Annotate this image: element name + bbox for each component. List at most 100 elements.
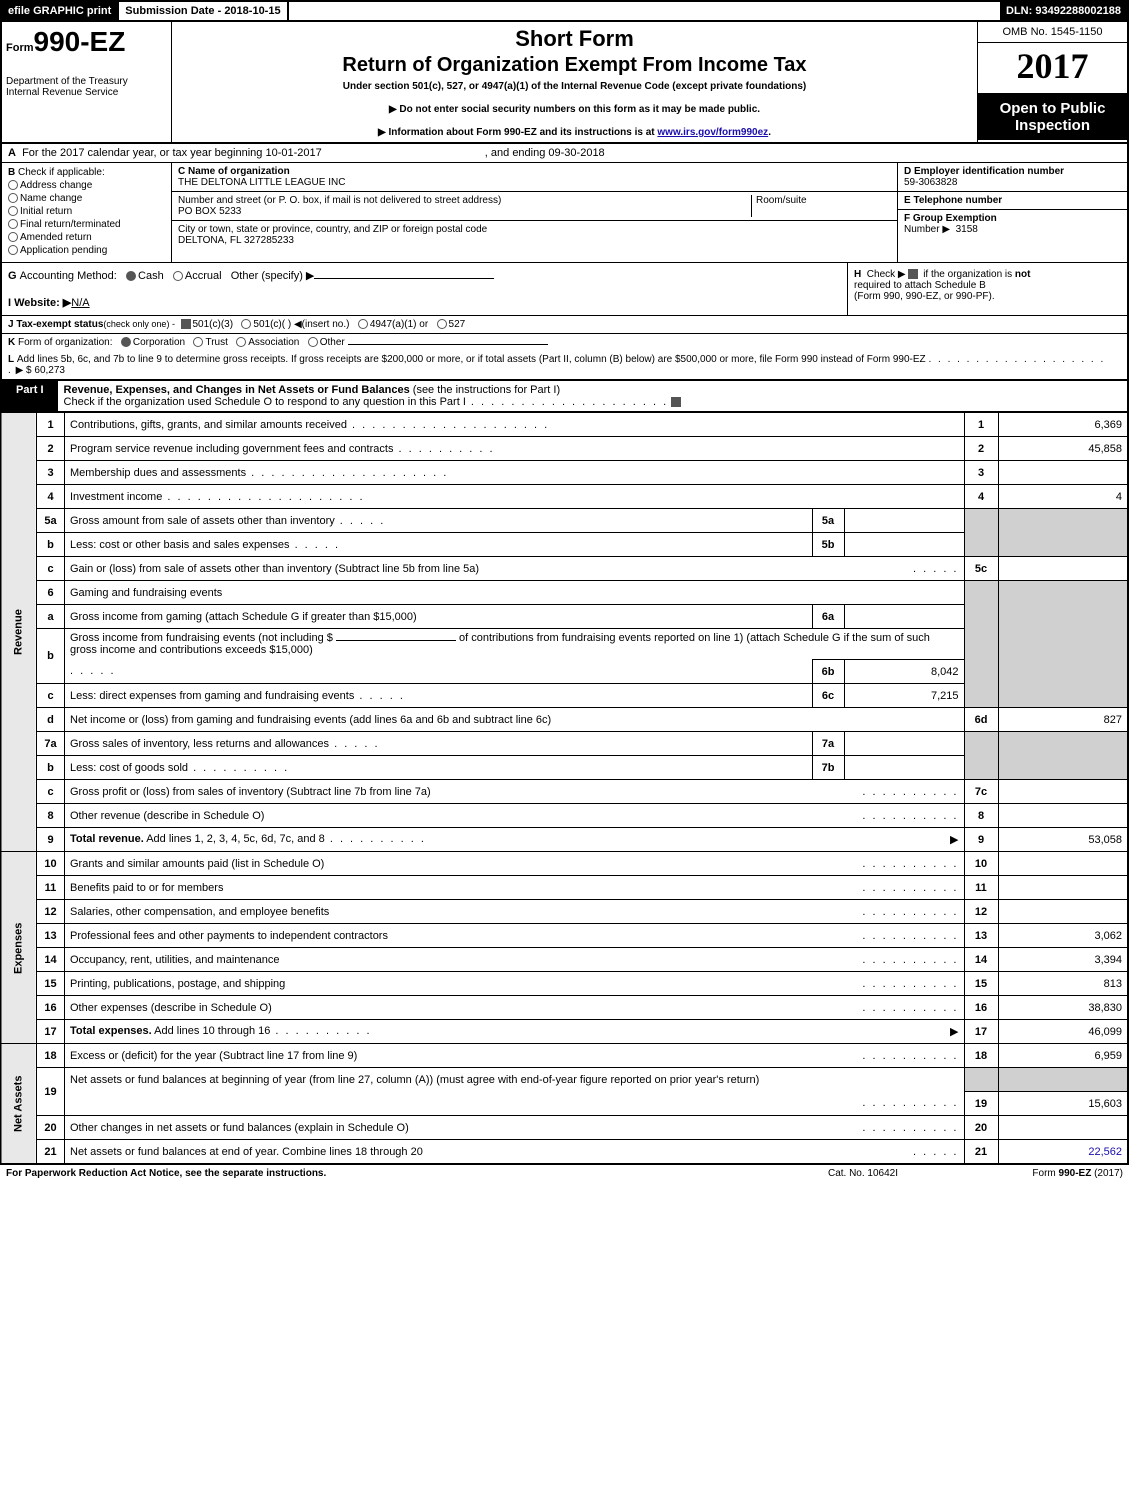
side-expenses: Expenses <box>1 852 37 1044</box>
val-5a <box>844 509 964 533</box>
row-2: 2 Program service revenue including gove… <box>1 437 1128 461</box>
chk-501c3[interactable] <box>181 319 191 329</box>
dept-line-1: Department of the Treasury <box>6 76 167 87</box>
val-18: 6,959 <box>998 1044 1128 1068</box>
row-6c: c Less: direct expenses from gaming and … <box>1 684 1128 708</box>
header-left: Form990-EZ Department of the Treasury In… <box>2 22 172 142</box>
row-6a: a Gross income from gaming (attach Sched… <box>1 605 1128 629</box>
val-1: 6,369 <box>998 413 1128 437</box>
ssn-notice: ▶ Do not enter social security numbers o… <box>180 104 969 115</box>
row-10: Expenses 10 Grants and similar amounts p… <box>1 852 1128 876</box>
chk-schedule-b-not-required[interactable] <box>908 269 918 279</box>
part-1-table: Revenue 1 Contributions, gifts, grants, … <box>0 412 1129 1164</box>
c-column: C Name of organization THE DELTONA LITTL… <box>172 163 897 262</box>
val-7b <box>844 756 964 780</box>
page-footer: For Paperwork Reduction Act Notice, see … <box>0 1164 1129 1182</box>
row-11: 11 Benefits paid to or for members 11 <box>1 876 1128 900</box>
val-6c: 7,215 <box>844 684 964 708</box>
val-6d: 827 <box>998 708 1128 732</box>
val-7a <box>844 732 964 756</box>
chk-name-change[interactable] <box>8 193 18 203</box>
val-14: 3,394 <box>998 948 1128 972</box>
val-2: 45,858 <box>998 437 1128 461</box>
row-5c: c Gain or (loss) from sale of assets oth… <box>1 557 1128 581</box>
ein-value: 59-3063828 <box>904 177 957 188</box>
val-8 <box>998 804 1128 828</box>
org-other[interactable] <box>308 337 318 347</box>
val-16: 38,830 <box>998 996 1128 1020</box>
val-15: 813 <box>998 972 1128 996</box>
chk-schedule-o[interactable] <box>671 397 681 407</box>
irs-link[interactable]: www.irs.gov/form990ez <box>657 127 768 138</box>
row-14: 14 Occupancy, rent, utilities, and maint… <box>1 948 1128 972</box>
street-address: PO BOX 5233 <box>178 206 751 217</box>
tax-year: 2017 <box>978 43 1127 94</box>
line-k: K Form of organization: Corporation Trus… <box>0 334 1129 351</box>
val-19: 15,603 <box>998 1092 1128 1116</box>
row-6d: d Net income or (loss) from gaming and f… <box>1 708 1128 732</box>
gross-receipts: $ 60,273 <box>26 365 65 376</box>
org-association[interactable] <box>236 337 246 347</box>
chk-4947a1[interactable] <box>358 319 368 329</box>
row-15: 15 Printing, publications, postage, and … <box>1 972 1128 996</box>
omb-number: OMB No. 1545-1150 <box>978 22 1127 43</box>
row-7c: c Gross profit or (loss) from sales of i… <box>1 780 1128 804</box>
val-20 <box>998 1116 1128 1140</box>
paperwork-notice: For Paperwork Reduction Act Notice, see … <box>6 1168 763 1179</box>
row-13: 13 Professional fees and other payments … <box>1 924 1128 948</box>
info-link-line: ▶ Information about Form 990-EZ and its … <box>180 127 969 138</box>
chk-final-return[interactable] <box>8 219 18 229</box>
row-17: 17 Total expenses. Add lines 10 through … <box>1 1020 1128 1044</box>
val-10 <box>998 852 1128 876</box>
line-a: A For the 2017 calendar year, or tax yea… <box>0 144 1129 163</box>
val-7c <box>998 780 1128 804</box>
group-exemption-value: 3158 <box>956 224 978 235</box>
chk-address-change[interactable] <box>8 180 18 190</box>
open-to-public: Open to Public Inspection <box>978 94 1127 140</box>
side-revenue: Revenue <box>1 413 37 852</box>
d-column: D Employer identification number 59-3063… <box>897 163 1127 262</box>
row-8: 8 Other revenue (describe in Schedule O)… <box>1 804 1128 828</box>
val-4: 4 <box>998 485 1128 509</box>
val-11 <box>998 876 1128 900</box>
form-number: 990-EZ <box>34 26 126 57</box>
val-12 <box>998 900 1128 924</box>
row-3: 3 Membership dues and assessments 3 <box>1 461 1128 485</box>
chk-initial-return[interactable] <box>8 206 18 216</box>
row-5b: b Less: cost or other basis and sales ex… <box>1 533 1128 557</box>
org-trust[interactable] <box>193 337 203 347</box>
top-bar: efile GRAPHIC print Submission Date - 20… <box>0 0 1129 20</box>
form-prefix: Form <box>6 42 34 54</box>
cat-no: Cat. No. 10642I <box>763 1168 963 1179</box>
row-9: 9 Total revenue. Add lines 1, 2, 3, 4, 5… <box>1 828 1128 852</box>
part-1-header: Part I Revenue, Expenses, and Changes in… <box>0 380 1129 412</box>
val-9: 53,058 <box>998 828 1128 852</box>
acct-accrual[interactable] <box>173 271 183 281</box>
line-j: J Tax-exempt status(check only one) - 50… <box>0 316 1129 334</box>
org-corporation[interactable] <box>121 337 131 347</box>
val-17: 46,099 <box>998 1020 1128 1044</box>
val-13: 3,062 <box>998 924 1128 948</box>
row-21: 21 Net assets or fund balances at end of… <box>1 1140 1128 1164</box>
row-7a: 7a Gross sales of inventory, less return… <box>1 732 1128 756</box>
city-state-zip: DELTONA, FL 327285233 <box>178 235 891 246</box>
line-h: H Check ▶ if the organization is not req… <box>847 263 1127 315</box>
val-21: 22,562 <box>998 1140 1128 1164</box>
line-i: I Website: ▶N/A <box>8 296 841 309</box>
val-6b: 8,042 <box>844 660 964 684</box>
row-19-1: 19 Net assets or fund balances at beginn… <box>1 1068 1128 1092</box>
val-3 <box>998 461 1128 485</box>
row-1: Revenue 1 Contributions, gifts, grants, … <box>1 413 1128 437</box>
bcde-block: B Check if applicable: Address change Na… <box>0 163 1129 263</box>
chk-527[interactable] <box>437 319 447 329</box>
header-center: Short Form Return of Organization Exempt… <box>172 22 977 142</box>
form-header: Form990-EZ Department of the Treasury In… <box>0 20 1129 144</box>
chk-501c[interactable] <box>241 319 251 329</box>
line-g: G Accounting Method: Cash Accrual Other … <box>8 269 841 282</box>
ghi-block: G Accounting Method: Cash Accrual Other … <box>0 263 1129 316</box>
dln-badge: DLN: 93492288002188 <box>1000 2 1127 20</box>
chk-application-pending[interactable] <box>8 245 18 255</box>
chk-amended-return[interactable] <box>8 232 18 242</box>
form-footer: Form 990-EZ (2017) <box>963 1168 1123 1179</box>
acct-cash[interactable] <box>126 271 136 281</box>
